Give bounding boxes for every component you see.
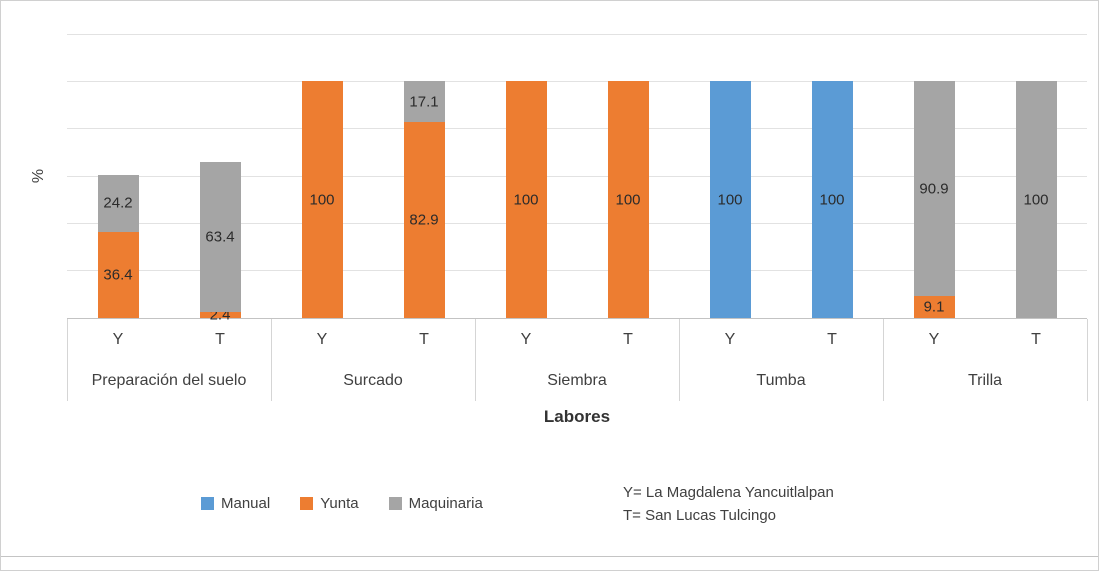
- x-axis-separator: [475, 319, 476, 401]
- bar-value-label: 100: [1023, 191, 1049, 209]
- bar-groups: 36.4 24.2 2.4 63.4 100 82.9 17.1 100 100 100 100 9.…: [67, 35, 1087, 324]
- bar-segment-manual: 100: [811, 81, 853, 318]
- bar-segment-yunta: 36.4: [97, 231, 139, 318]
- legend-swatch-yunta: [300, 497, 314, 510]
- bar-value-label: 100: [717, 191, 743, 209]
- bar-segment-maquinaria: 90.9: [913, 81, 955, 297]
- bar-group: 100 100: [475, 35, 679, 318]
- x-axis-sublabel-y: Y: [928, 331, 940, 348]
- x-axis-separator: [883, 319, 884, 401]
- bar-segment-yunta: 9.1: [913, 296, 955, 318]
- plot-area: 36.4 24.2 2.4 63.4 100 82.9 17.1 100 100 100 100 9.…: [67, 34, 1087, 324]
- x-axis-separator: [1087, 319, 1088, 401]
- stacked-bar-y: 100: [709, 81, 751, 318]
- gridline: [67, 175, 1087, 177]
- bar-value-label: 100: [615, 191, 641, 209]
- x-axis-sublabel-t: T: [215, 331, 225, 348]
- bar-value-label: 36.4: [103, 266, 133, 284]
- bar-segment-maquinaria: 63.4: [199, 162, 241, 313]
- stacked-bar-y: 100: [301, 81, 343, 318]
- gridline: [67, 81, 1087, 83]
- x-axis-title: Labores: [543, 407, 611, 426]
- x-axis-group-row: Preparación del suelo Surcado Siembra Tumba…: [67, 361, 1087, 401]
- stacked-bar-t: 82.9 17.1: [403, 81, 445, 318]
- legend-label: Yunta: [320, 495, 359, 512]
- stacked-bar-y: 100: [505, 81, 547, 318]
- bar-segment-yunta: 100: [607, 81, 649, 318]
- y-axis-title: %: [30, 168, 47, 184]
- x-axis-sublabel-t: T: [623, 331, 633, 348]
- x-axis-sublabel-t: T: [419, 331, 429, 348]
- stacked-bar-t: 2.4 63.4: [199, 162, 241, 324]
- legend-swatch-maquinaria: [388, 497, 402, 510]
- x-axis-sublabel-y: Y: [520, 331, 532, 348]
- bar-segment-yunta: 100: [505, 81, 547, 318]
- x-axis-separator: [271, 319, 272, 401]
- bar-value-label: 24.2: [103, 194, 133, 212]
- bar-value-label: 100: [309, 191, 335, 209]
- legend-swatch-manual: [201, 497, 214, 510]
- x-axis-sublabel-y: Y: [316, 331, 328, 348]
- legend-item-yunta: Yunta: [300, 495, 359, 512]
- bar-group: 100 100: [679, 35, 883, 318]
- bar-group: 9.1 90.9 100: [883, 35, 1087, 318]
- bar-value-label: 17.1: [409, 93, 439, 111]
- x-axis-sublabel-t: T: [827, 331, 837, 348]
- bar-segment-maquinaria: 100: [1015, 81, 1057, 318]
- bar-segment-manual: 100: [709, 81, 751, 318]
- legend-label: Manual: [221, 495, 271, 512]
- stacked-bar-t: 100: [811, 81, 853, 318]
- legend: Manual Yunta Maquinaria: [201, 495, 483, 512]
- legend-item-manual: Manual: [201, 495, 270, 512]
- bar-segment-yunta: 100: [301, 81, 343, 318]
- bar-value-label: 9.1: [923, 298, 945, 316]
- bar-group: 36.4 24.2 2.4 63.4: [67, 35, 271, 324]
- x-axis-group-label: Tumba: [756, 372, 806, 389]
- stacked-bar-t: 100: [607, 81, 649, 318]
- bar-value-label: 82.9: [409, 211, 439, 229]
- note-t: T= San Lucas Tulcingo: [623, 507, 777, 524]
- bar-segment-maquinaria: 24.2: [97, 174, 139, 232]
- legend-item-maquinaria: Maquinaria: [388, 495, 483, 512]
- x-axis-sublabel-y: Y: [724, 331, 736, 348]
- legend-label: Maquinaria: [408, 495, 483, 512]
- bar-value-label: 63.4: [205, 228, 235, 246]
- gridline: [67, 128, 1087, 130]
- stacked-bar-t: 100: [1015, 81, 1057, 318]
- x-axis-separator: [679, 319, 680, 401]
- bar-segment-yunta: 2.4: [199, 307, 241, 324]
- legend-notes: Y= La Magdalena Yancuitlalpan T= San Luc…: [623, 481, 834, 527]
- bar-group: 100 82.9 17.1: [271, 35, 475, 318]
- bar-segment-yunta: 82.9: [403, 121, 445, 318]
- bar-value-label: 100: [819, 191, 845, 209]
- bar-segment-maquinaria: 17.1: [403, 81, 445, 122]
- bar-value-label: 90.9: [919, 180, 949, 198]
- bar-value-label: 100: [513, 191, 539, 209]
- bottom-divider: [1, 556, 1098, 557]
- gridline: [67, 222, 1087, 224]
- note-y: Y= La Magdalena Yancuitlalpan: [623, 484, 834, 501]
- gridline: [67, 269, 1087, 271]
- x-axis-group-label: Trilla: [967, 372, 1003, 389]
- gridline: [67, 34, 1087, 35]
- x-axis-sublabel-y: Y: [112, 331, 124, 348]
- stacked-bar-y: 9.1 90.9: [913, 81, 955, 318]
- x-axis-group-label: Surcado: [343, 372, 403, 389]
- x-axis-sublabel-t: T: [1031, 331, 1041, 348]
- x-axis-group-label: Preparación del suelo: [91, 372, 247, 389]
- x-axis-separator: [67, 319, 68, 401]
- x-axis-group-label: Siembra: [547, 372, 607, 389]
- stacked-bar-y: 36.4 24.2: [97, 174, 139, 318]
